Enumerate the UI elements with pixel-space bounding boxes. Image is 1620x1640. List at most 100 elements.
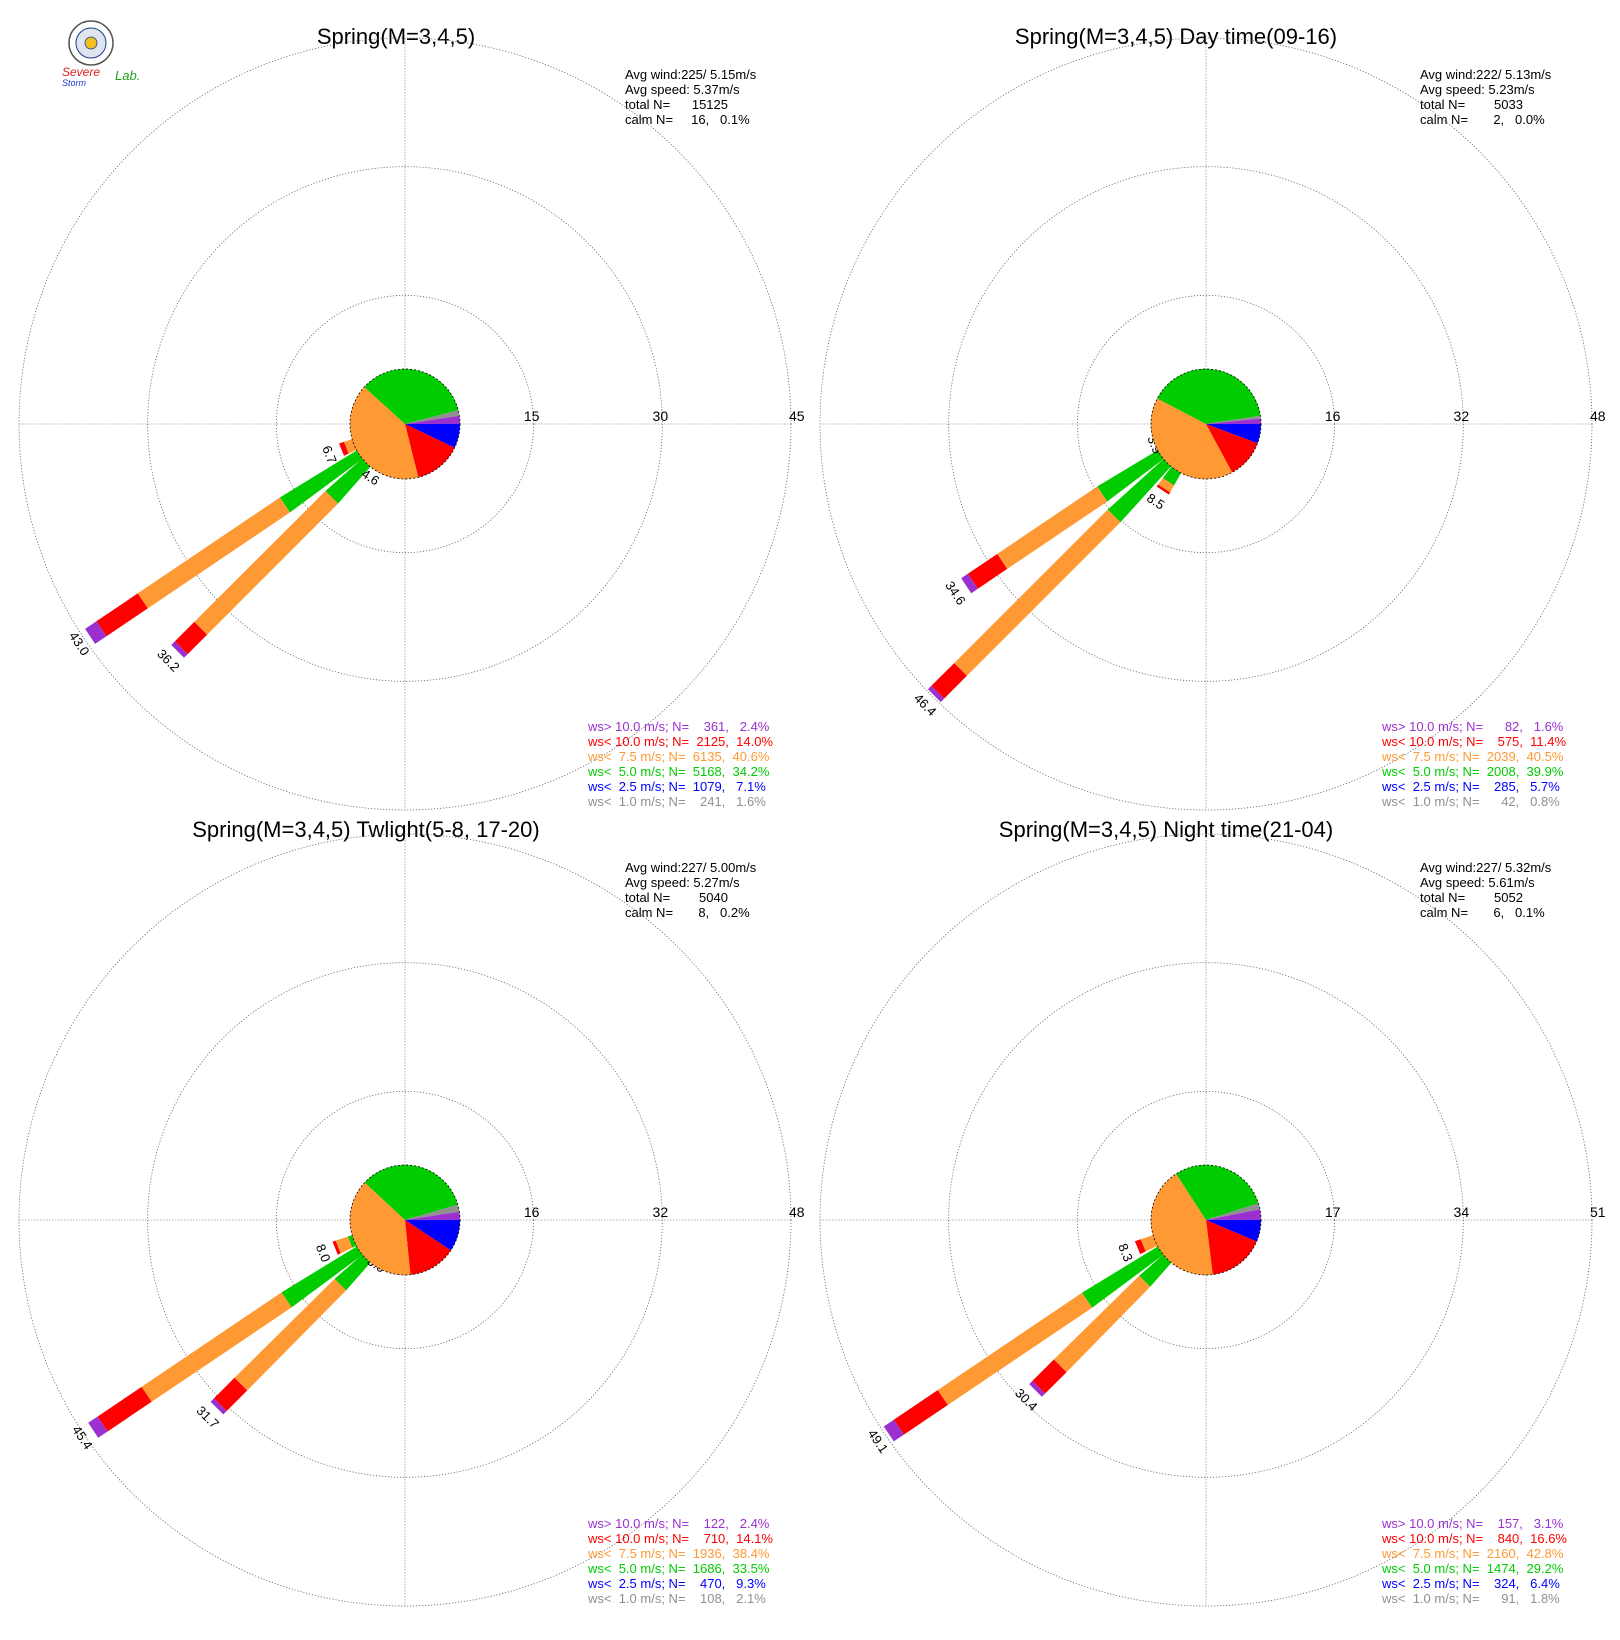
stats-block: Avg wind:227/ 5.32m/s Avg speed: 5.61m/s… [1420, 860, 1552, 920]
range-ring [948, 962, 1464, 1478]
rose-bar-segment [194, 491, 338, 635]
range-ring [819, 37, 1593, 811]
rose-bar-segment [1053, 1275, 1151, 1373]
range-ring [948, 166, 1464, 682]
wind-rose-panel-day: Spring(M=3,4,5) Day time(09-16) Avg wind… [819, 24, 1606, 811]
stats-block: Avg wind:227/ 5.00m/s Avg speed: 5.27m/s… [625, 860, 757, 920]
ring-label: 32 [653, 1204, 669, 1220]
pie-slice [405, 410, 460, 424]
legend-item-ws-lt-10: ws< 10.0 m/s; N= 840, 16.6% [1381, 1531, 1567, 1546]
legend-item-ws-lt-2-5: ws< 2.5 m/s; N= 1079, 7.1% [587, 779, 766, 794]
logo-text-severe: Severe [62, 65, 100, 79]
rose-bar-segment [1140, 1235, 1158, 1252]
pie-slice [405, 1204, 460, 1220]
legend-item-ws-lt-7-5: ws< 7.5 m/s; N= 2160, 42.8% [1381, 1546, 1564, 1561]
stat-avg-speed: Avg speed: 5.23m/s [1420, 82, 1535, 97]
pie-slice [405, 415, 461, 424]
legend-item-ws-lt-1: ws< 1.0 m/s; N= 91, 1.8% [1381, 1591, 1560, 1606]
rose-bar-segment [954, 509, 1121, 676]
pie-slice [1206, 1203, 1260, 1220]
ring-label: 30 [653, 408, 669, 424]
pie-outline [349, 1164, 461, 1276]
ring-label: 34 [1454, 1204, 1470, 1220]
legend-item-ws-lt-1: ws< 1.0 m/s; N= 108, 2.1% [587, 1591, 766, 1606]
pie-slice [1176, 1164, 1259, 1220]
rose-bar-segment [88, 1416, 108, 1438]
rose-bar-segment [1156, 484, 1171, 495]
pie-slice [1206, 1209, 1262, 1220]
legend-item-ws-lt-7-5: ws< 7.5 m/s; N= 6135, 40.6% [587, 749, 770, 764]
stat-calm-n: calm N= 6, 0.1% [1420, 905, 1545, 920]
logo-text-storm: Storm [62, 78, 87, 88]
range-ring [819, 833, 1593, 1607]
legend: ws> 10.0 m/s; N= 361, 2.4% ws< 10.0 m/s;… [587, 719, 773, 809]
legend-item-ws-lt-5: ws< 5.0 m/s; N= 5168, 34.2% [587, 764, 770, 779]
rose-bar-segment [214, 1377, 248, 1411]
legend-item-ws-lt-5: ws< 5.0 m/s; N= 2008, 39.9% [1381, 764, 1564, 779]
rose-bar-label: 8.0 [313, 1242, 334, 1264]
pie-slice [364, 1164, 458, 1220]
pie-slice [1206, 424, 1261, 444]
legend-item-ws-gt-10: ws> 10.0 m/s; N= 82, 1.6% [1381, 719, 1564, 734]
wind-rose-panel-night: Spring(M=3,4,5) Night time(21-04) Avg wi… [819, 817, 1606, 1607]
rose-bar-segment [210, 1398, 227, 1415]
panel-title: Spring(M=3,4,5) Twlight(5-8, 17-20) [192, 817, 539, 842]
pie-slice [405, 1220, 460, 1251]
lab-seal-center [84, 36, 98, 50]
rose-bar-segment [141, 1292, 292, 1402]
legend-item-ws-gt-10: ws> 10.0 m/s; N= 361, 2.4% [587, 719, 770, 734]
range-ring [1076, 294, 1336, 554]
panel-title: Spring(M=3,4,5) Day time(09-16) [1015, 24, 1337, 49]
stat-total-n: total N= 5033 [1420, 97, 1523, 112]
pie-slice [1206, 424, 1258, 473]
panel-title: Spring(M=3,4,5) [317, 24, 475, 49]
legend: ws> 10.0 m/s; N= 122, 2.4% ws< 10.0 m/s;… [587, 1516, 773, 1606]
legend-item-ws-lt-10: ws< 10.0 m/s; N= 575, 11.4% [1381, 734, 1566, 749]
stat-avg-wind: Avg wind:227/ 5.32m/s [1420, 860, 1552, 875]
pie-slice [1206, 1220, 1257, 1275]
rose-bar-segment [1134, 1239, 1146, 1255]
ring-label: 16 [1325, 408, 1341, 424]
rose-bar-segment [97, 1386, 152, 1432]
range-ring [1076, 1090, 1336, 1350]
rose-bar-segment [174, 621, 208, 655]
stat-calm-n: calm N= 2, 0.0% [1420, 112, 1545, 127]
pie-slice [1206, 418, 1261, 424]
legend-item-ws-lt-2-5: ws< 2.5 m/s; N= 470, 9.3% [587, 1576, 766, 1591]
rose-bar-segment [1158, 478, 1175, 493]
legend-item-ws-lt-7-5: ws< 7.5 m/s; N= 2039, 40.5% [1381, 749, 1564, 764]
rose-bar-segment [339, 441, 349, 456]
rose-bar-segment [1029, 1380, 1046, 1397]
pie-outline [349, 368, 461, 480]
stat-total-n: total N= 5052 [1420, 890, 1523, 905]
range-ring [275, 1090, 535, 1350]
ring-label: 45 [789, 408, 805, 424]
rose-bar-segment [931, 663, 967, 699]
stat-avg-wind: Avg wind:227/ 5.00m/s [625, 860, 757, 875]
legend: ws> 10.0 m/s; N= 157, 3.1% ws< 10.0 m/s;… [1381, 1516, 1567, 1606]
pie-slice [405, 1211, 461, 1220]
rose-bar-segment [332, 1240, 341, 1255]
stat-calm-n: calm N= 8, 0.2% [625, 905, 750, 920]
legend-item-ws-gt-10: ws> 10.0 m/s; N= 157, 3.1% [1381, 1516, 1564, 1531]
rose-bar-segment [234, 1278, 347, 1391]
pie-slice [1206, 1220, 1261, 1242]
range-ring [18, 37, 792, 811]
wind-rose-panel-all: Spring(M=3,4,5) Avg wind:225/ 5.15m/s Av… [18, 24, 805, 811]
pie-outline [1150, 368, 1262, 480]
rose-bar-segment [96, 593, 148, 637]
stat-avg-speed: Avg speed: 5.61m/s [1420, 875, 1535, 890]
range-ring [147, 166, 663, 682]
stat-calm-n: calm N= 16, 0.1% [625, 112, 750, 127]
pie-slice [349, 1182, 411, 1275]
logo-text-lab: Lab. [115, 68, 140, 83]
ring-label: 17 [1325, 1204, 1341, 1220]
legend-item-ws-lt-7-5: ws< 7.5 m/s; N= 1936, 38.4% [587, 1546, 770, 1561]
legend: ws> 10.0 m/s; N= 82, 1.6% ws< 10.0 m/s; … [1381, 719, 1566, 809]
rose-bar-segment [928, 685, 945, 702]
ring-label: 32 [1454, 408, 1470, 424]
